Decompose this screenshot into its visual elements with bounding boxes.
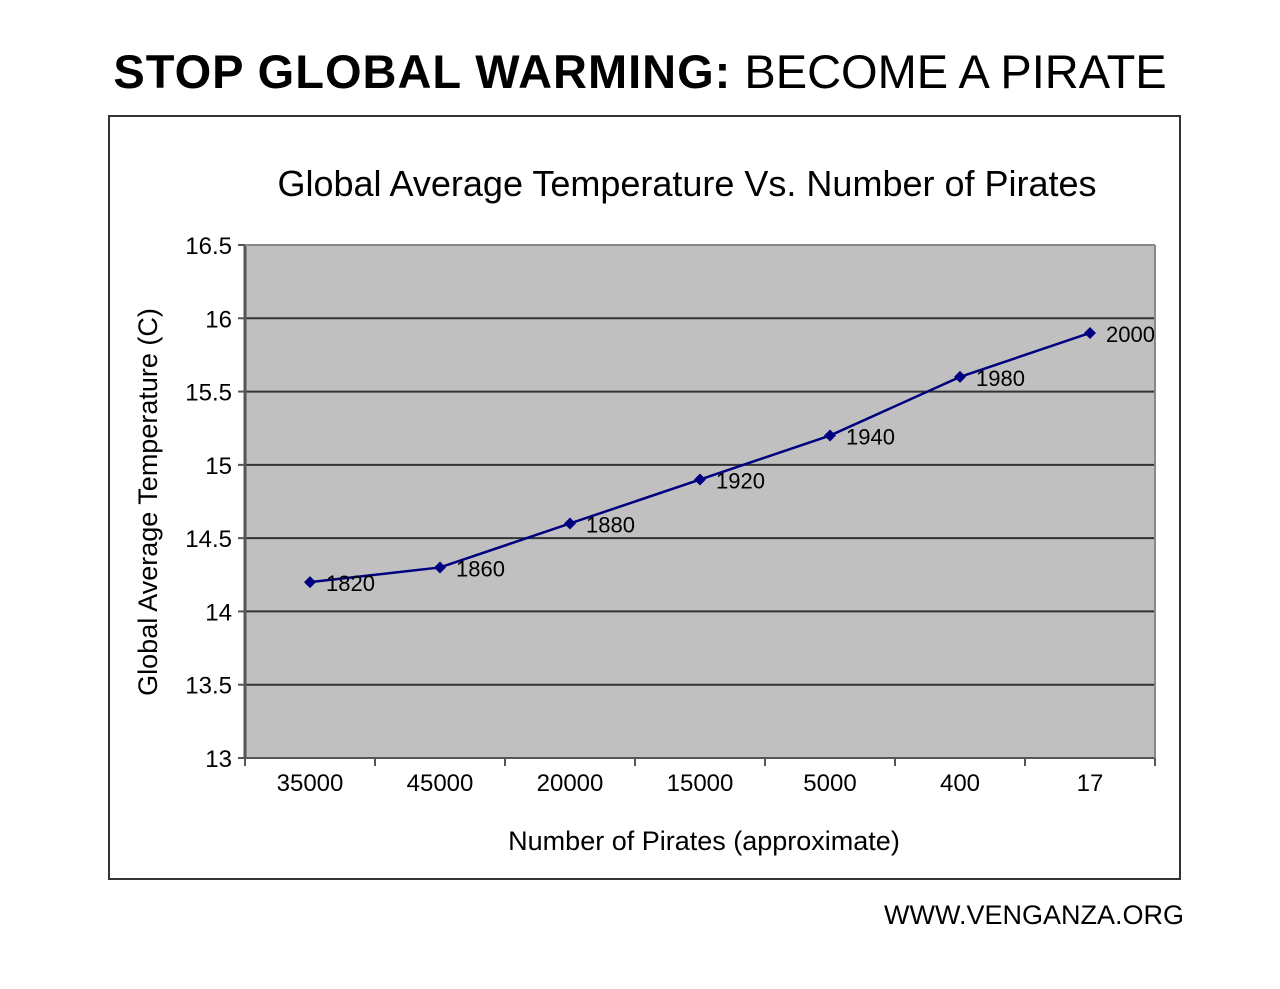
data-point <box>1084 326 1096 339</box>
x-tick-label: 20000 <box>537 770 604 797</box>
footer-url: WWW.VENGANZA.ORG <box>884 900 1184 930</box>
data-point <box>954 370 966 383</box>
chart-title: Global Average Temperature Vs. Number of… <box>277 163 1096 204</box>
x-tick-label: 45000 <box>407 770 474 797</box>
chart-frame <box>108 115 1181 880</box>
y-tick-label: 15 <box>205 453 232 480</box>
headline: STOP GLOBAL WARMING: BECOME A PIRATE <box>0 44 1280 99</box>
data-label: 1980 <box>976 366 1025 391</box>
data-label: 1880 <box>586 512 635 537</box>
x-axis-label: Number of Pirates (approximate) <box>508 826 900 856</box>
y-tick-label: 13.5 <box>185 673 232 700</box>
y-tick-label: 14 <box>205 599 232 626</box>
data-point <box>824 429 836 442</box>
y-tick-label: 13 <box>205 746 232 773</box>
data-point <box>694 473 706 486</box>
x-tick-label: 17 <box>1077 770 1104 797</box>
headline-regular: BECOME A PIRATE <box>731 45 1167 98</box>
data-point <box>304 576 316 589</box>
data-label: 1860 <box>456 556 505 581</box>
data-point <box>564 517 576 530</box>
x-tick-label: 35000 <box>277 770 344 797</box>
y-tick-label: 16 <box>205 306 232 333</box>
y-tick-label: 14.5 <box>185 526 232 553</box>
x-tick-label: 15000 <box>667 770 734 797</box>
data-label: 1820 <box>326 571 375 596</box>
data-label: 2000 <box>1106 322 1155 347</box>
x-tick-label: 5000 <box>803 770 856 797</box>
y-tick-label: 15.5 <box>185 380 232 407</box>
x-tick-label: 400 <box>940 770 980 797</box>
data-point <box>434 561 446 574</box>
plot-area <box>245 245 1155 758</box>
headline-bold: STOP GLOBAL WARMING: <box>113 45 732 98</box>
y-axis-label: Global Average Temperature (C) <box>133 308 163 696</box>
data-label: 1920 <box>716 469 765 494</box>
data-label: 1940 <box>846 425 895 450</box>
y-tick-label: 16.5 <box>185 233 232 260</box>
